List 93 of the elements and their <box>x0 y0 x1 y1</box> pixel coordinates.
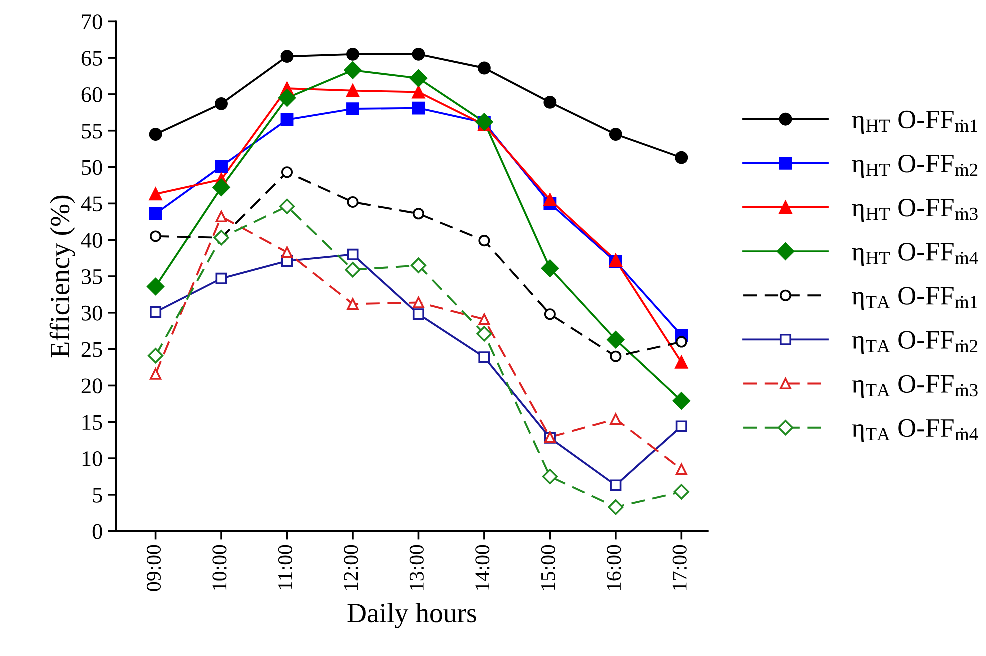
x-tick-label: 17:00 <box>672 545 687 590</box>
point <box>676 420 688 432</box>
y-tick-label: 35 <box>82 270 102 284</box>
point <box>412 296 424 308</box>
y-tick-label: 40 <box>81 233 102 248</box>
y-tick-label: 15 <box>82 415 102 430</box>
y-tick-label: 55 <box>82 124 102 139</box>
legend-label: η$_{HT}$ O-FF$_{ṁ3}$ <box>852 199 978 222</box>
point <box>150 306 162 318</box>
x-tick-label: 16:00 <box>607 545 622 590</box>
point <box>216 211 228 223</box>
legend-label: η$_{TA}$ O-FF$_{ṁ4}$ <box>852 419 978 442</box>
point <box>676 336 688 348</box>
point <box>281 246 294 258</box>
point <box>347 248 359 260</box>
point <box>412 208 424 220</box>
x-tick-label: 09:00 <box>146 545 162 592</box>
point <box>608 500 624 516</box>
point <box>675 356 688 369</box>
y-tick-label: 25 <box>82 342 102 358</box>
point <box>212 178 230 196</box>
point <box>345 262 361 278</box>
legend-label: η$_{HT}$ O-FF$_{ṁ4}$ <box>852 243 978 266</box>
x-tick-label: 11:00 <box>278 545 293 590</box>
legend-label: η$_{TA}$ O-FF$_{ṁ2}$ <box>852 331 978 354</box>
point <box>412 86 426 99</box>
point <box>478 62 491 75</box>
y-tick-label: 20 <box>82 378 102 394</box>
legend-label: η$_{TA}$ O-FF$_{ṁ3}$ <box>852 375 978 398</box>
y-tick-label: 70 <box>82 14 102 30</box>
point <box>544 308 556 320</box>
point <box>674 484 690 500</box>
point <box>544 194 557 207</box>
point <box>346 102 360 116</box>
point <box>478 235 490 247</box>
point <box>610 413 622 425</box>
point <box>280 113 294 126</box>
point <box>478 314 490 326</box>
point <box>281 166 294 178</box>
x-axis-title: Daily hours <box>348 603 476 628</box>
x-tick-label: 13:00 <box>410 545 424 590</box>
x-tick-label: 10:00 <box>212 545 227 590</box>
y-tick-label: 10 <box>82 451 102 466</box>
point <box>476 326 492 342</box>
point <box>346 48 360 61</box>
y-tick-label: 65 <box>82 51 102 66</box>
point <box>610 480 622 492</box>
point <box>347 196 359 208</box>
point <box>476 113 494 131</box>
point <box>150 230 162 242</box>
point <box>610 350 622 362</box>
point <box>609 128 622 141</box>
point <box>149 207 162 220</box>
point <box>148 348 164 364</box>
y-tick-label: 0 <box>92 524 102 540</box>
point <box>675 151 688 164</box>
point <box>544 96 557 109</box>
point <box>410 70 428 88</box>
point <box>147 278 165 296</box>
point <box>346 84 360 98</box>
point <box>344 62 362 80</box>
point <box>410 258 426 274</box>
point <box>347 298 359 310</box>
point <box>412 308 424 320</box>
y-tick-label: 45 <box>81 196 102 212</box>
legend-label: η$_{HT}$ O-FF$_{ṁ2}$ <box>852 154 978 178</box>
y-axis-title: Efficiency (%) <box>50 196 76 358</box>
point <box>412 48 426 61</box>
point <box>676 464 688 476</box>
point <box>412 102 426 115</box>
point <box>215 97 228 110</box>
point <box>607 331 625 349</box>
y-tick-label: 50 <box>82 160 102 176</box>
point <box>279 198 296 214</box>
x-tick-label: 14:00 <box>476 545 490 590</box>
point <box>149 128 162 141</box>
y-tick-label: 60 <box>82 87 102 102</box>
legend-label: η$_{TA}$ O-FF$_{ṁ1}$ <box>852 287 978 310</box>
point <box>542 468 558 485</box>
point <box>541 260 559 278</box>
point <box>478 352 490 364</box>
point <box>672 392 690 410</box>
y-tick-label: 30 <box>82 306 102 321</box>
x-tick-label: 12:00 <box>344 545 358 590</box>
point <box>149 188 162 201</box>
x-tick-label: 15:00 <box>541 545 556 590</box>
point <box>216 272 228 284</box>
point <box>215 160 228 174</box>
point <box>278 89 296 107</box>
y-tick-label: 5 <box>93 488 102 503</box>
legend-label: η$_{HT}$ O-FF$_{ṁ1}$ <box>852 110 978 134</box>
point <box>280 50 294 64</box>
point <box>150 368 162 380</box>
